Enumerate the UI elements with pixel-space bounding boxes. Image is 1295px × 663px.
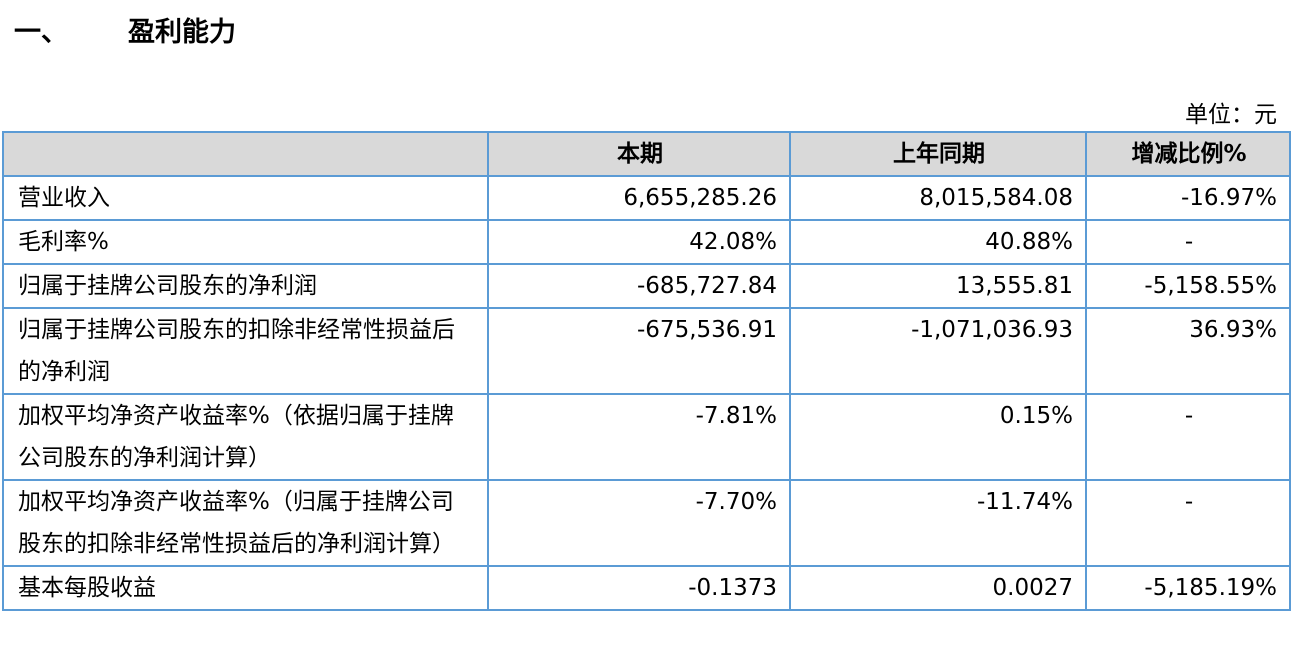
- change-value: -: [1085, 219, 1291, 265]
- prior-value: 0.0027: [789, 565, 1087, 611]
- row-label: 基本每股收益: [2, 565, 489, 611]
- current-value: -7.70%: [487, 479, 791, 567]
- prior-value: 13,555.81: [789, 263, 1087, 309]
- row-label: 营业收入: [2, 175, 489, 221]
- change-value: 36.93%: [1085, 307, 1291, 395]
- change-value: -: [1085, 393, 1291, 481]
- change-value: -: [1085, 479, 1291, 567]
- prior-value: -11.74%: [789, 479, 1087, 567]
- section-number: 一、: [14, 17, 68, 48]
- header-prior: 上年同期: [789, 131, 1087, 177]
- header-row: 本期 上年同期 增减比例%: [2, 131, 1291, 177]
- prior-value: 40.88%: [789, 219, 1087, 265]
- current-value: -7.81%: [487, 393, 791, 481]
- header-change: 增减比例%: [1085, 131, 1291, 177]
- change-value: -5,158.55%: [1085, 263, 1291, 309]
- row-label: 加权平均净资产收益率%（归属于挂牌公司股东的扣除非经常性损益后的净利润计算）: [2, 479, 489, 567]
- unit-label: 单位：元: [1185, 102, 1277, 128]
- prior-value: 0.15%: [789, 393, 1087, 481]
- table-row: 加权平均净资产收益率%（依据归属于挂牌公司股东的净利润计算） -7.81% 0.15…: [2, 393, 1291, 481]
- current-value: 42.08%: [487, 219, 791, 265]
- row-label: 归属于挂牌公司股东的净利润: [2, 263, 489, 309]
- change-value: -5,185.19%: [1085, 565, 1291, 611]
- profitability-table: 本期 上年同期 增减比例% 营业收入 6,655,285.26 8,015,584.…: [2, 131, 1291, 611]
- section-title: 盈利能力: [128, 17, 236, 48]
- table-row: 归属于挂牌公司股东的净利润 -685,727.84 13,555.81 -5,158.…: [2, 263, 1291, 309]
- prior-value: 8,015,584.08: [789, 175, 1087, 221]
- row-label: 毛利率%: [2, 219, 489, 265]
- table-row: 基本每股收益 -0.1373 0.0027 -5,185.19%: [2, 565, 1291, 611]
- row-label: 加权平均净资产收益率%（依据归属于挂牌公司股东的净利润计算）: [2, 393, 489, 481]
- current-value: 6,655,285.26: [487, 175, 791, 221]
- table-row: 营业收入 6,655,285.26 8,015,584.08 -16.97%: [2, 175, 1291, 221]
- current-value: -675,536.91: [487, 307, 791, 395]
- change-value: -16.97%: [1085, 175, 1291, 221]
- current-value: -0.1373: [487, 565, 791, 611]
- table-row: 归属于挂牌公司股东的扣除非经常性损益后的净利润 -675,536.91 -1,071…: [2, 307, 1291, 395]
- prior-value: -1,071,036.93: [789, 307, 1087, 395]
- row-label: 归属于挂牌公司股东的扣除非经常性损益后的净利润: [2, 307, 489, 395]
- table-row: 加权平均净资产收益率%（归属于挂牌公司股东的扣除非经常性损益后的净利润计算） -7…: [2, 479, 1291, 567]
- table-row: 毛利率% 42.08% 40.88% -: [2, 219, 1291, 265]
- current-value: -685,727.84: [487, 263, 791, 309]
- section-heading: 一、 盈利能力: [14, 10, 236, 49]
- header-item: [2, 131, 489, 177]
- header-current: 本期: [487, 131, 791, 177]
